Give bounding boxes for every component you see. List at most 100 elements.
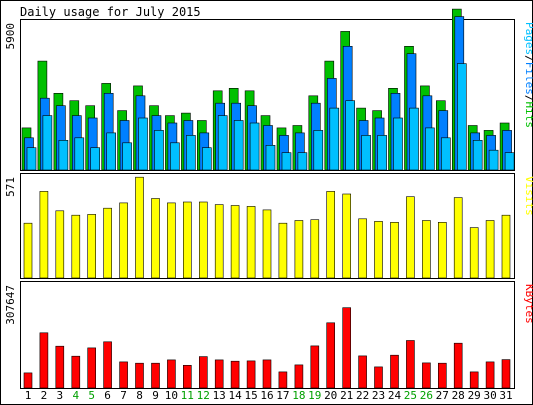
visits-panel-visits-bar-21 — [342, 193, 352, 279]
visits-panel-label-part-0: Visits — [523, 176, 533, 216]
hits-panel-pages-bar-30 — [488, 149, 499, 171]
visits-panel-visits-bar-13 — [214, 204, 224, 279]
x-tick-label-8: 8 — [136, 389, 143, 402]
x-tick-label-11: 11 — [181, 389, 194, 402]
hits-panel-pages-bar-13 — [217, 115, 228, 171]
visits-panel-visits-bar-29 — [469, 227, 479, 279]
hits-panel-pages-bar-19 — [313, 130, 324, 171]
visits-panel-visits-bar-3 — [55, 210, 65, 279]
kbytes-panel-label-part-0: KBytes — [523, 284, 533, 324]
hits-panel-label-part-4: Hits — [523, 102, 533, 129]
x-tick-label-15: 15 — [244, 389, 257, 402]
kbytes-panel: 307647 KBytes — [4, 281, 533, 389]
kbytes-panel-kbytes-bar-12 — [199, 356, 208, 389]
hits-panel-pages-bar-11 — [186, 135, 196, 171]
kbytes-panel-kbytes-bar-4 — [71, 355, 81, 389]
visits-panel-visits-bar-14 — [230, 205, 240, 279]
kbytes-panel-kbytes-bar-8 — [135, 362, 144, 389]
visits-panel-visits-bar-31 — [501, 214, 511, 279]
kbytes-panel-kbytes-bar-14 — [230, 360, 240, 389]
x-tick-label-3: 3 — [56, 389, 63, 402]
hits-panel-pages-bar-23 — [377, 135, 387, 171]
kbytes-panel-kbytes-bar-26 — [422, 362, 431, 389]
hits-panel-pages-bar-5 — [90, 147, 100, 171]
visits-panel: 571 Visits — [4, 173, 533, 279]
kbytes-panel-ymax-label: 307647 — [4, 285, 17, 325]
visits-panel-visits-bar-1 — [23, 222, 33, 279]
kbytes-panel-kbytes-bar-11 — [183, 364, 192, 389]
visits-panel-visits-bar-19 — [310, 219, 320, 279]
x-tick-label-6: 6 — [104, 389, 111, 402]
hits-panel-pages-bar-26 — [425, 127, 435, 171]
visits-panel-ymax-label: 571 — [4, 177, 17, 197]
x-tick-label-13: 13 — [213, 389, 226, 402]
visits-panel-visits-bar-18 — [294, 220, 304, 279]
hits-panel-pages-bar-17 — [281, 152, 292, 171]
hits-panel-pages-bar-21 — [345, 100, 356, 171]
visits-panel-visits-bar-11 — [183, 201, 192, 279]
hits-panel-pages-bar-15 — [249, 122, 260, 171]
visits-panel-visits-bar-7 — [119, 202, 128, 279]
hits-panel-ymax-label: 5900 — [4, 23, 17, 50]
x-tick-label-1: 1 — [25, 389, 32, 402]
hits-panel-pages-bar-1 — [26, 147, 37, 171]
x-tick-label-19: 19 — [308, 389, 321, 402]
visits-panel-visits-bar-15 — [246, 206, 256, 279]
hits-panel-pages-bar-6 — [106, 132, 116, 171]
x-tick-label-18: 18 — [292, 389, 305, 402]
hits-panel-pages-bar-14 — [233, 120, 244, 171]
kbytes-panel-kbytes-bar-31 — [501, 359, 511, 389]
visits-panel-visits-bar-6 — [103, 207, 112, 279]
kbytes-panel-kbytes-bar-22 — [358, 355, 367, 389]
kbytes-panel-kbytes-bar-10 — [167, 359, 176, 389]
kbytes-panel-kbytes-bar-21 — [342, 307, 352, 389]
chart-title: Daily usage for July 2015 — [20, 5, 201, 19]
x-tick-label-5: 5 — [88, 389, 95, 402]
x-tick-label-7: 7 — [120, 389, 127, 402]
x-tick-label-24: 24 — [388, 389, 402, 402]
x-tick-label-26: 26 — [420, 389, 433, 402]
x-tick-label-31: 31 — [499, 389, 512, 402]
kbytes-panel-kbytes-bar-2 — [39, 332, 49, 389]
hits-panel-pages-bar-28 — [456, 63, 467, 171]
hits-panel-pages-bar-12 — [202, 147, 212, 171]
x-tick-label-2: 2 — [41, 389, 48, 402]
visits-panel-visits-bar-24 — [390, 222, 399, 279]
hits-panel-pages-bar-16 — [265, 145, 276, 171]
hits-panel-pages-bar-29 — [472, 140, 483, 171]
hits-panel-pages-bar-9 — [154, 130, 164, 171]
kbytes-panel-kbytes-bar-7 — [119, 361, 128, 389]
visits-panel-visits-bar-5 — [87, 214, 96, 279]
x-tick-label-30: 30 — [483, 389, 496, 402]
hits-panel-pages-bar-24 — [393, 117, 403, 171]
kbytes-panel-kbytes-bar-24 — [390, 354, 399, 389]
hits-panel-pages-bar-8 — [138, 117, 148, 171]
hits-panel-pages-bar-10 — [170, 142, 180, 171]
kbytes-panel-kbytes-bar-23 — [374, 366, 383, 389]
x-tick-label-9: 9 — [152, 389, 159, 402]
visits-panel-visits-bar-2 — [39, 191, 49, 279]
visits-panel-visits-bar-25 — [406, 196, 415, 279]
hits-panel-label-part-2: Files — [523, 62, 533, 95]
hits-panel-label-part-1: / — [523, 55, 533, 62]
hits-panel-pages-bar-22 — [361, 135, 371, 171]
x-tick-label-27: 27 — [436, 389, 449, 402]
visits-panel-visits-bar-27 — [437, 222, 447, 279]
visits-panel-visits-bar-4 — [71, 214, 81, 279]
x-tick-label-10: 10 — [165, 389, 178, 402]
kbytes-panel-kbytes-bar-17 — [278, 371, 288, 389]
kbytes-panel-kbytes-bar-16 — [262, 359, 272, 389]
x-tick-label-12: 12 — [197, 389, 210, 402]
kbytes-panel-kbytes-bar-18 — [294, 364, 304, 389]
kbytes-panel-kbytes-bar-3 — [55, 345, 65, 389]
hits-panel-pages-bar-20 — [329, 107, 340, 171]
hits-panel-pages-bar-31 — [504, 152, 515, 171]
kbytes-panel-kbytes-bar-6 — [103, 341, 112, 389]
kbytes-panel-kbytes-bar-25 — [406, 340, 415, 389]
hits-panel-pages-bar-4 — [74, 137, 85, 171]
x-axis-labels: 1 2 3 4 5 6 7 8 9 10 11 12 13 14 15 16 17 18 19 20 21 22 23 24 2… — [25, 389, 513, 402]
kbytes-panel-kbytes-bar-30 — [485, 361, 495, 389]
x-tick-label-28: 28 — [452, 389, 465, 402]
